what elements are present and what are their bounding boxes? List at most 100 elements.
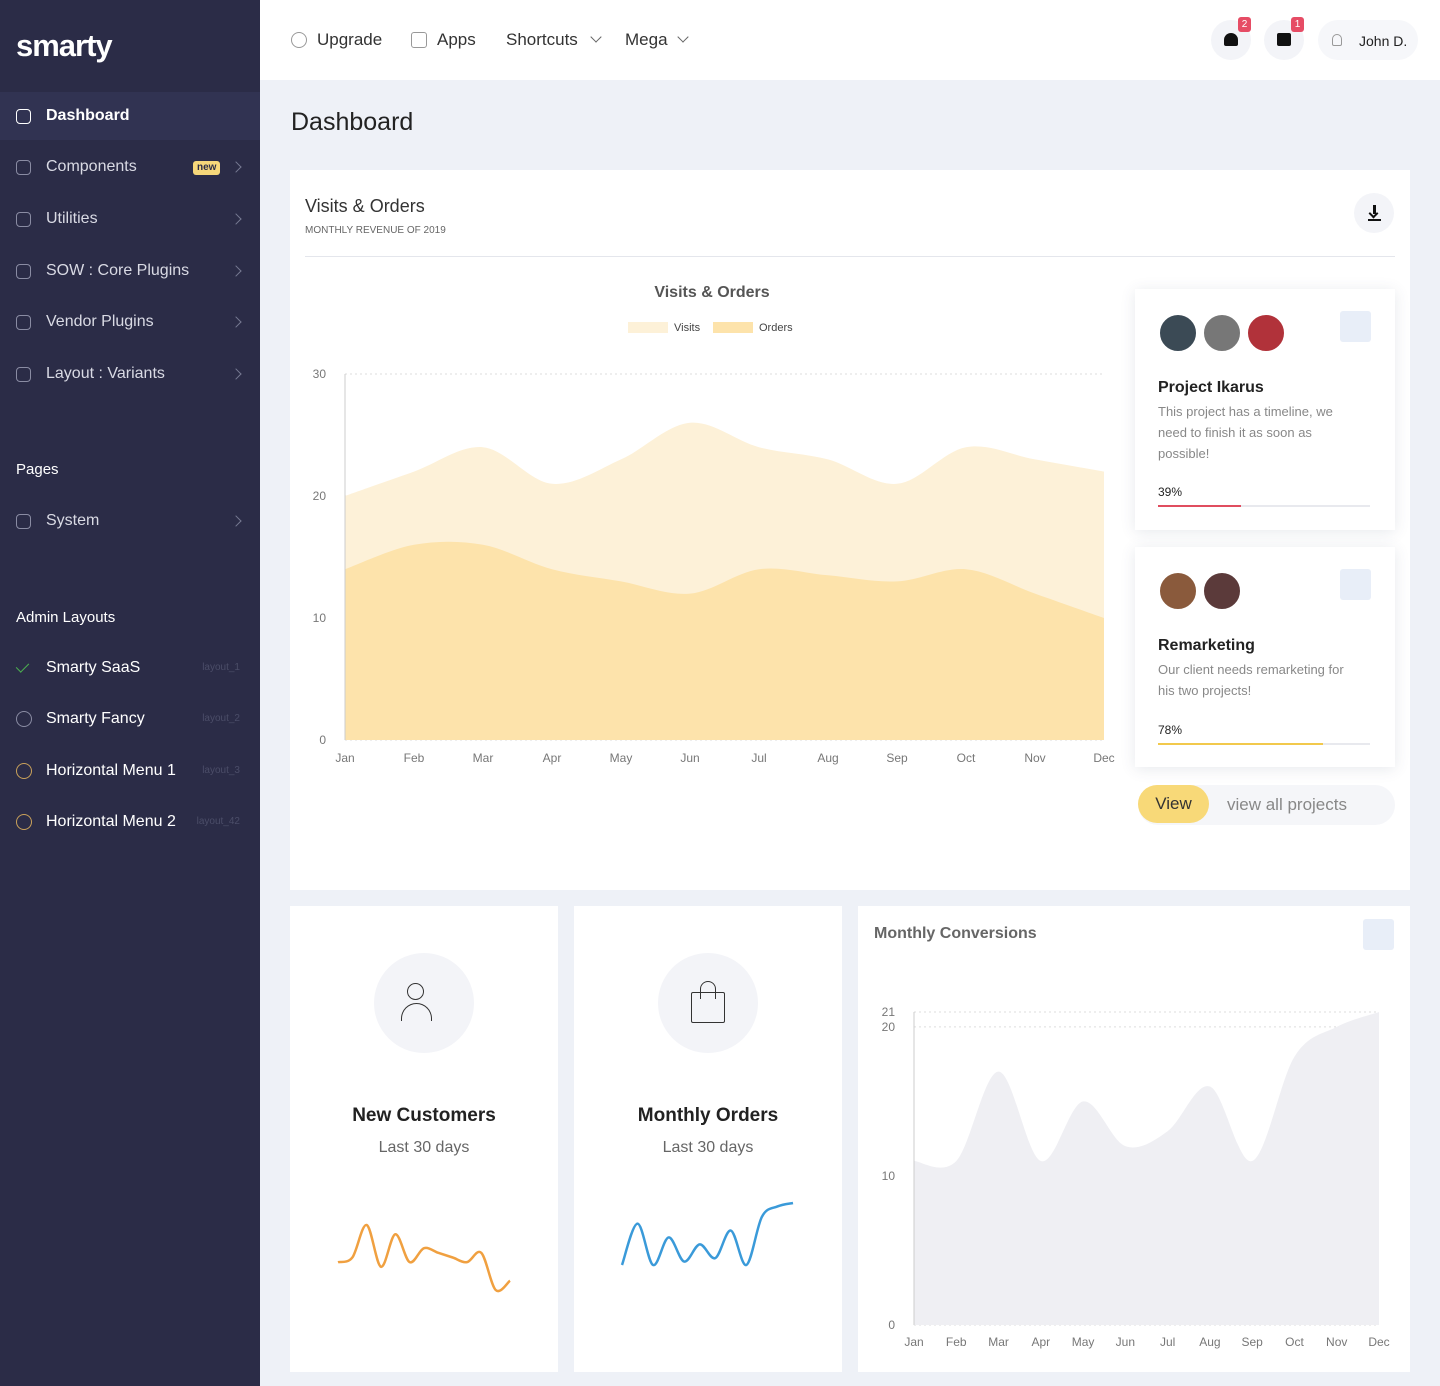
x-tick-label: Nov [1326, 1335, 1347, 1349]
x-tick-label: Jul [1160, 1335, 1175, 1349]
x-tick-label: Aug [1199, 1335, 1220, 1349]
icon-circle [658, 953, 758, 1053]
layout-tag: layout_1 [202, 662, 240, 673]
y-tick-label: 20 [313, 489, 327, 503]
chart-title: Visits & Orders [654, 284, 769, 301]
menu-icon [16, 367, 31, 382]
x-tick-label: May [1072, 1335, 1095, 1349]
count-badge: 1 [1291, 17, 1304, 32]
menu-icon [16, 109, 31, 124]
x-tick-label: Oct [1285, 1335, 1304, 1349]
x-tick-label: Jul [751, 751, 766, 765]
options-button[interactable] [1340, 311, 1371, 342]
menu-item[interactable]: System [46, 512, 100, 530]
menu-item[interactable]: Horizontal Menu 2 [46, 813, 176, 831]
avatar [1158, 571, 1198, 611]
download-icon [1368, 219, 1381, 221]
card-subtitle: MONTHLY REVENUE OF 2019 [305, 225, 446, 236]
bag-icon [700, 981, 716, 999]
menu-icon [16, 711, 32, 727]
user-button[interactable] [1318, 20, 1418, 60]
sparkline [620, 1201, 794, 1267]
sparkline [337, 1223, 511, 1293]
x-tick-label: Mar [473, 751, 494, 765]
nav-icon [411, 32, 427, 48]
active-item [0, 92, 260, 140]
menu-icon [16, 763, 32, 779]
x-tick-label: Sep [1242, 1335, 1264, 1349]
options-button[interactable] [1363, 919, 1394, 950]
menu-item[interactable]: Smarty Fancy [46, 710, 145, 728]
x-tick-label: Mar [988, 1335, 1009, 1349]
x-tick-label: Aug [817, 751, 838, 765]
progress-bar [1158, 505, 1241, 507]
layout-tag: layout_2 [202, 713, 240, 724]
menu-item[interactable]: SOW : Core Plugins [46, 262, 190, 280]
layout-tag: layout_3 [202, 765, 240, 776]
menu-icon [16, 160, 31, 175]
menu-icon [16, 814, 32, 830]
nav-link[interactable]: Apps [437, 29, 476, 49]
x-tick-label: Apr [543, 751, 562, 765]
menu-item[interactable]: Dashboard [46, 107, 130, 125]
legend-label: Orders [759, 322, 793, 334]
view-all-link[interactable]: view all projects [1227, 794, 1347, 814]
legend-label: Visits [674, 322, 701, 334]
nav-link[interactable]: Upgrade [317, 29, 383, 49]
nav-link[interactable]: Shortcuts [506, 29, 578, 49]
progress-bar [1158, 743, 1324, 745]
y-tick-label: 10 [313, 611, 327, 625]
view-button[interactable]: View [1138, 785, 1209, 823]
project-title: Remarketing [1158, 637, 1255, 655]
sidebar [0, 0, 260, 1386]
section-heading: Admin Layouts [16, 609, 116, 626]
legend-swatch [628, 322, 668, 333]
menu-item[interactable]: Utilities [46, 210, 98, 228]
menu-item[interactable]: Horizontal Menu 1 [46, 762, 176, 780]
progress-label: 78% [1158, 722, 1183, 737]
icon-glyph [1224, 33, 1238, 46]
area [914, 1012, 1379, 1325]
user-name: John D. [1359, 32, 1408, 49]
project-title: Project Ikarus [1158, 379, 1264, 397]
menu-item[interactable]: Layout : Variants [46, 365, 165, 383]
progress-track [1158, 505, 1370, 507]
menu-item[interactable]: Vendor Plugins [46, 313, 154, 331]
y-tick-label: 0 [888, 1318, 895, 1332]
x-tick-label: Dec [1368, 1335, 1389, 1349]
y-tick-label: 10 [882, 1169, 896, 1183]
nav-link[interactable]: Mega [625, 29, 668, 49]
logo: smarty [16, 28, 113, 64]
y-tick-label: 0 [319, 733, 326, 747]
menu-icon [16, 264, 31, 279]
chart-title: Monthly Conversions [874, 925, 1037, 942]
card-title: Monthly Orders [638, 1105, 778, 1126]
x-tick-label: Oct [957, 751, 976, 765]
options-button[interactable] [1340, 569, 1371, 600]
x-tick-label: May [610, 751, 633, 765]
user-icon [1332, 34, 1342, 46]
x-tick-label: Jan [904, 1335, 923, 1349]
layout-tag: layout_42 [196, 816, 240, 827]
project-description: Our client needs remarketing for his two… [1158, 662, 1344, 698]
legend-swatch [713, 322, 753, 333]
avatar [1202, 571, 1242, 611]
x-tick-label: Jan [335, 751, 354, 765]
x-tick-label: Dec [1093, 751, 1114, 765]
card-subtitle: Last 30 days [663, 1139, 754, 1156]
menu-item[interactable]: Components [46, 158, 137, 176]
section-heading: Pages [16, 461, 59, 478]
download-icon [1373, 205, 1376, 214]
x-tick-label: Feb [404, 751, 425, 765]
icon-glyph [1277, 33, 1291, 46]
avatar [1158, 313, 1198, 353]
menu-item[interactable]: Smarty SaaS [46, 659, 141, 677]
page-title: Dashboard [291, 108, 414, 136]
x-tick-label: Jun [680, 751, 699, 765]
y-tick-label: 21 [882, 1005, 896, 1019]
area [345, 541, 1104, 740]
card-title: New Customers [352, 1105, 496, 1126]
menu-badge: new [193, 161, 221, 175]
